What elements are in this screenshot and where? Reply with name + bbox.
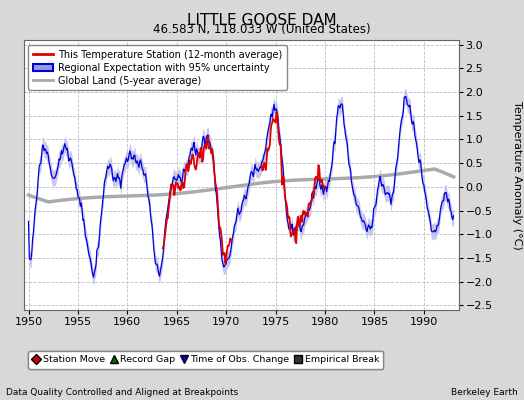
Text: LITTLE GOOSE DAM: LITTLE GOOSE DAM: [187, 13, 337, 28]
Text: Berkeley Earth: Berkeley Earth: [451, 388, 518, 397]
Text: Data Quality Controlled and Aligned at Breakpoints: Data Quality Controlled and Aligned at B…: [6, 388, 238, 397]
Text: 46.583 N, 118.033 W (United States): 46.583 N, 118.033 W (United States): [153, 23, 371, 36]
Legend: Station Move, Record Gap, Time of Obs. Change, Empirical Break: Station Move, Record Gap, Time of Obs. C…: [28, 351, 384, 369]
Y-axis label: Temperature Anomaly (°C): Temperature Anomaly (°C): [512, 101, 522, 249]
